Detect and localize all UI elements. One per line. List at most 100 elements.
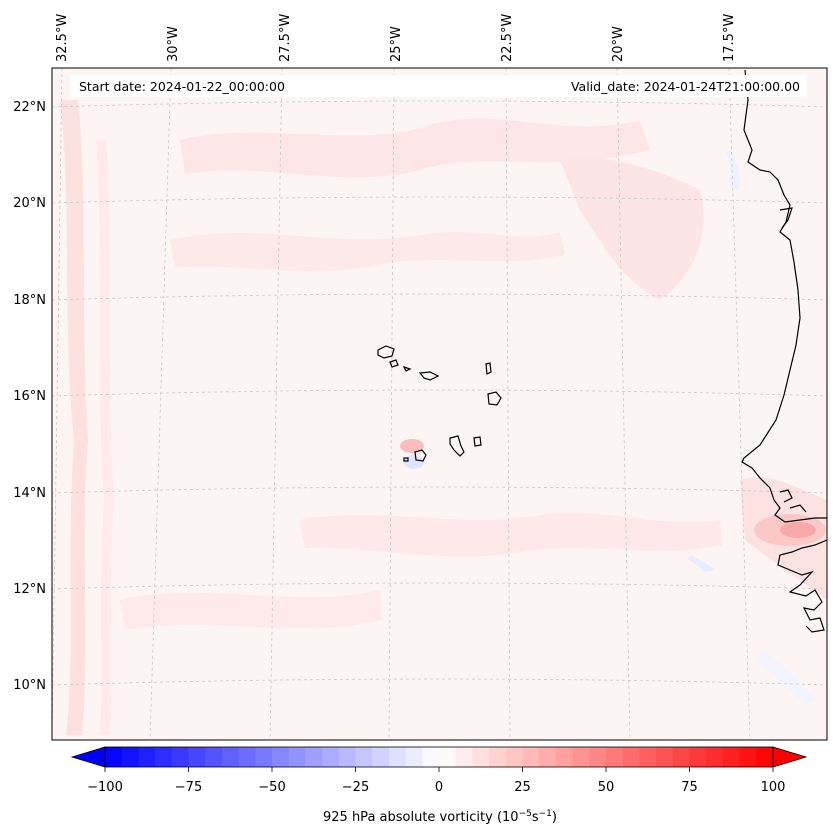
colorbar-cell xyxy=(505,747,523,767)
gridline-lat-10n xyxy=(52,678,827,686)
colorbar-cell xyxy=(455,747,473,767)
longitude-labels: 32.5°W 30°W 27.5°W 25°W 22.5°W 20°W 17.5… xyxy=(55,14,737,62)
senegal-river-mouth xyxy=(779,207,793,229)
vorticity-min-island xyxy=(404,455,424,469)
colorbar-cell xyxy=(472,747,490,767)
colorbar-cell xyxy=(338,747,356,767)
vorticity-patch-southwest xyxy=(120,590,382,630)
colorbar-label-mid: s xyxy=(532,810,539,825)
gridline-lon-20w xyxy=(616,68,631,740)
island-sal xyxy=(485,362,492,375)
vorticity-patch-mid xyxy=(170,232,565,272)
colorbar-cell xyxy=(238,747,256,767)
colorbar-cell xyxy=(272,747,290,767)
vorticity-negative-streak xyxy=(688,555,715,572)
colorbar-cell xyxy=(205,747,223,767)
island-santiago xyxy=(449,435,465,457)
colorbar-tick-label: 100 xyxy=(761,780,786,795)
colorbar-cell xyxy=(388,747,407,767)
lon-label-30w: 30°W xyxy=(166,26,181,62)
vorticity-patch-north xyxy=(180,118,650,178)
lon-label-22-5w: 22.5°W xyxy=(500,14,515,62)
lat-label-14n: 14°N xyxy=(13,486,46,501)
colorbar-extend-min xyxy=(70,746,106,768)
colorbar-tick-label: −50 xyxy=(258,780,285,795)
colorbar-cell xyxy=(739,747,757,767)
colorbar-cell xyxy=(489,747,507,767)
colorbar-label-end: ) xyxy=(552,810,557,825)
vorticity-patch-south xyxy=(300,512,722,557)
colorbar-tick-label: −100 xyxy=(87,780,123,795)
colorbar-label: 925 hPa absolute vorticity (10−5s−1) xyxy=(323,809,557,825)
gridline-lon-17-5w xyxy=(728,68,751,740)
colorbar-cell xyxy=(722,747,741,767)
colorbar-cell xyxy=(555,747,574,767)
colorbar-cell xyxy=(372,747,390,767)
colorbar-cell xyxy=(539,747,557,767)
gridline-lat-14n xyxy=(52,486,827,494)
colorbar-tick-label: −25 xyxy=(342,780,369,795)
colorbar-tick-label: 75 xyxy=(681,780,698,795)
island-sao-nicolau xyxy=(418,371,440,381)
colorbar-tick-label: −75 xyxy=(175,780,202,795)
colorbar-cell xyxy=(622,747,640,767)
vorticity-band-west-2 xyxy=(96,140,114,735)
gridline-lat-16n xyxy=(52,389,827,397)
map-frame xyxy=(51,67,828,741)
lon-label-25w: 25°W xyxy=(389,26,404,62)
start-date-label: Start date: 2024-01-22_00:00:00 xyxy=(79,79,285,94)
island-brava xyxy=(403,457,409,462)
lon-label-20w: 20°W xyxy=(611,26,626,62)
colorbar-cell xyxy=(155,747,173,767)
map-background xyxy=(52,68,827,740)
lat-label-18n: 18°N xyxy=(13,293,46,308)
header-box xyxy=(70,75,807,97)
colorbar-label-main: 925 hPa absolute vorticity (10 xyxy=(323,810,519,825)
colorbar-cell xyxy=(522,747,540,767)
colorbar-cell xyxy=(422,747,440,767)
colorbar: −100 −75 −50 −25 0 25 50 75 100 925 hPa … xyxy=(70,746,808,825)
vorticity-negative-patch-ne xyxy=(726,150,740,190)
lon-label-27-5w: 27.5°W xyxy=(278,14,293,62)
vorticity-band-west xyxy=(60,100,88,735)
colorbar-cell xyxy=(221,747,240,767)
colorbar-cell xyxy=(288,747,306,767)
lon-label-32-5w: 32.5°W xyxy=(55,14,70,62)
colorbar-cell xyxy=(322,747,340,767)
colorbar-cell xyxy=(572,747,590,767)
gridline-lon-22-5w xyxy=(505,68,511,740)
colorbar-tick-label: 0 xyxy=(435,780,443,795)
colorbar-cell xyxy=(689,747,707,767)
island-santa-luzia xyxy=(402,365,412,372)
colorbar-cell xyxy=(138,747,156,767)
colorbar-cells xyxy=(105,747,774,767)
vorticity-field xyxy=(60,100,827,735)
colorbar-cell xyxy=(121,747,139,767)
colorbar-tick-labels: −100 −75 −50 −25 0 25 50 75 100 xyxy=(87,780,785,795)
gridline-lat-20n xyxy=(52,196,827,204)
island-boa-vista xyxy=(487,391,502,406)
gridline-lon-25w xyxy=(388,68,395,740)
colorbar-tick-label: 25 xyxy=(514,780,531,795)
colorbar-cell xyxy=(171,747,189,767)
colorbar-cell xyxy=(672,747,690,767)
colorbar-cell xyxy=(188,747,206,767)
latitude-labels: 22°N 20°N 18°N 16°N 14°N 12°N 10°N xyxy=(13,100,46,693)
coast-inlet-1 xyxy=(779,489,793,503)
colorbar-cell xyxy=(656,747,674,767)
island-fogo xyxy=(414,449,427,462)
lat-label-20n: 20°N xyxy=(13,196,46,211)
valid-date-label: Valid_date: 2024-01-24T21:00:00.00 xyxy=(571,79,800,94)
lat-label-12n: 12°N xyxy=(13,582,46,597)
lat-label-10n: 10°N xyxy=(13,678,46,693)
gridline-lon-27-5w xyxy=(269,68,283,740)
lon-label-17-5w: 17.5°W xyxy=(722,14,737,62)
vorticity-max-coast-core xyxy=(780,522,816,538)
gridline-lon-30w xyxy=(149,68,172,740)
lat-label-16n: 16°N xyxy=(13,389,46,404)
gridline-lat-12n xyxy=(52,582,827,590)
colorbar-cell xyxy=(405,747,423,767)
vorticity-negative-patch-east xyxy=(758,650,815,705)
vorticity-patch-east xyxy=(560,157,704,300)
